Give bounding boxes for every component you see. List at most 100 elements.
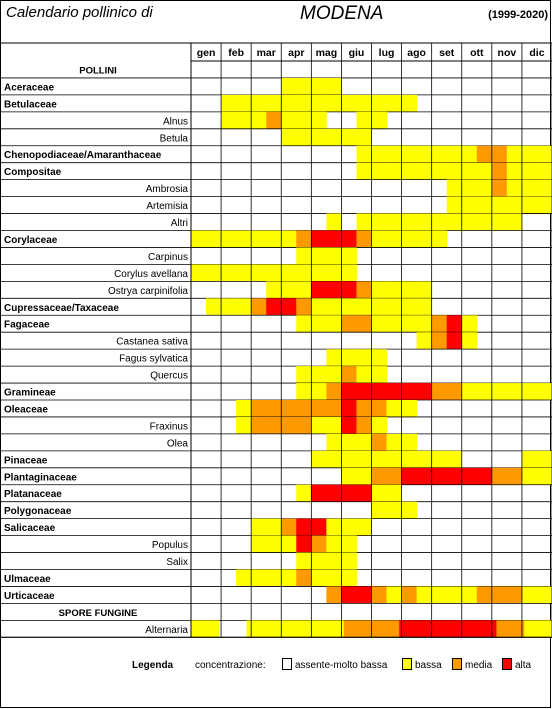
row-label: Corylaceae xyxy=(4,235,58,246)
heat-cell xyxy=(311,518,327,536)
heat-cell xyxy=(251,416,267,434)
month-label-feb: feb xyxy=(228,47,244,59)
heat-cell xyxy=(281,400,297,417)
heat-cell xyxy=(341,315,357,333)
heat-cell xyxy=(356,450,372,468)
heat-cell xyxy=(356,586,372,604)
row-label: Castanea sativa xyxy=(116,337,188,348)
heat-cell xyxy=(341,264,357,282)
heat-cell xyxy=(341,484,357,502)
row-label: Artemisia xyxy=(146,201,188,212)
heat-cell xyxy=(341,518,357,536)
heat-cell xyxy=(538,620,552,638)
heat-cell xyxy=(461,315,478,333)
heat-cell xyxy=(311,383,327,400)
heat-cell xyxy=(371,298,387,316)
heat-cell xyxy=(371,315,387,333)
heat-cell xyxy=(401,586,418,604)
heat-cell xyxy=(260,620,275,638)
row-label: Platanaceae xyxy=(4,489,62,500)
heat-cell xyxy=(266,264,282,282)
heat-cell xyxy=(386,400,402,417)
heat-cell xyxy=(461,196,478,214)
heat-cell xyxy=(341,400,357,417)
heat-cell xyxy=(371,416,387,434)
heat-cell xyxy=(311,247,327,265)
month-label-giu: giu xyxy=(349,47,365,59)
heat-cell xyxy=(341,349,357,367)
heat-cell xyxy=(461,162,478,180)
month-label-nov: nov xyxy=(498,47,517,59)
heat-cell xyxy=(386,315,402,333)
heat-cell xyxy=(296,416,312,434)
heat-cell xyxy=(536,586,552,604)
heat-cell xyxy=(266,416,282,434)
heat-cell xyxy=(506,467,523,485)
heat-cell xyxy=(251,518,267,536)
row-label: Altri xyxy=(171,218,188,229)
heat-cell xyxy=(311,315,327,333)
heat-cell xyxy=(521,196,538,214)
heat-cell xyxy=(326,281,342,299)
heat-cell xyxy=(491,213,508,231)
heat-cell xyxy=(341,535,357,553)
heat-cell xyxy=(251,230,267,248)
heat-cell xyxy=(326,247,342,265)
heat-cell xyxy=(251,535,267,553)
heat-cell xyxy=(431,467,448,485)
heat-cell xyxy=(326,366,342,384)
heat-cell xyxy=(491,383,508,400)
heat-cell xyxy=(341,94,357,112)
heat-cell xyxy=(341,569,357,587)
heat-cell xyxy=(311,264,327,282)
heat-cell xyxy=(341,128,357,146)
heat-cell xyxy=(446,145,463,163)
row-label: Salicaceae xyxy=(4,523,56,534)
heat-cell xyxy=(236,569,252,587)
legend-swatch-medium xyxy=(452,658,462,670)
heat-cell xyxy=(476,196,493,214)
heat-cell xyxy=(311,298,327,316)
heat-cell xyxy=(326,264,342,282)
heat-cell xyxy=(401,400,418,417)
heat-cell xyxy=(482,620,497,638)
heat-cell xyxy=(371,349,387,367)
row-label: SPORE FUNGINE xyxy=(59,608,138,619)
heat-cell xyxy=(476,383,493,400)
heat-cell xyxy=(281,111,297,129)
heat-cell xyxy=(296,552,312,570)
heat-cell xyxy=(221,298,237,316)
heat-cell xyxy=(221,230,237,248)
heat-cell xyxy=(281,518,297,536)
heat-cell xyxy=(401,383,418,400)
heat-cell xyxy=(296,400,312,417)
heat-cell xyxy=(416,145,433,163)
heat-cell xyxy=(311,366,327,384)
heat-cell xyxy=(326,535,342,553)
heat-cell xyxy=(506,196,523,214)
heat-cell xyxy=(281,94,297,112)
heat-cell xyxy=(326,400,342,417)
heat-cell xyxy=(416,315,433,333)
heat-cell xyxy=(266,94,282,112)
heat-cell xyxy=(251,569,267,587)
row-label: Plantaginaceae xyxy=(4,472,77,483)
heat-cell xyxy=(341,416,357,434)
heat-cell xyxy=(296,128,312,146)
heat-cell xyxy=(371,620,386,638)
heat-cell xyxy=(236,298,252,316)
heat-cell xyxy=(401,281,418,299)
heat-cell xyxy=(401,213,418,231)
heat-cell xyxy=(281,281,297,299)
heat-cell xyxy=(446,162,463,180)
heat-cell xyxy=(326,383,342,400)
heat-cell xyxy=(371,383,387,400)
heat-cell xyxy=(401,433,418,451)
heat-cell xyxy=(326,433,342,451)
heat-cell xyxy=(341,383,357,400)
row-label: POLLINI xyxy=(79,65,116,76)
heat-cell xyxy=(326,213,342,231)
heat-cell xyxy=(386,281,402,299)
heat-cell xyxy=(536,145,552,163)
